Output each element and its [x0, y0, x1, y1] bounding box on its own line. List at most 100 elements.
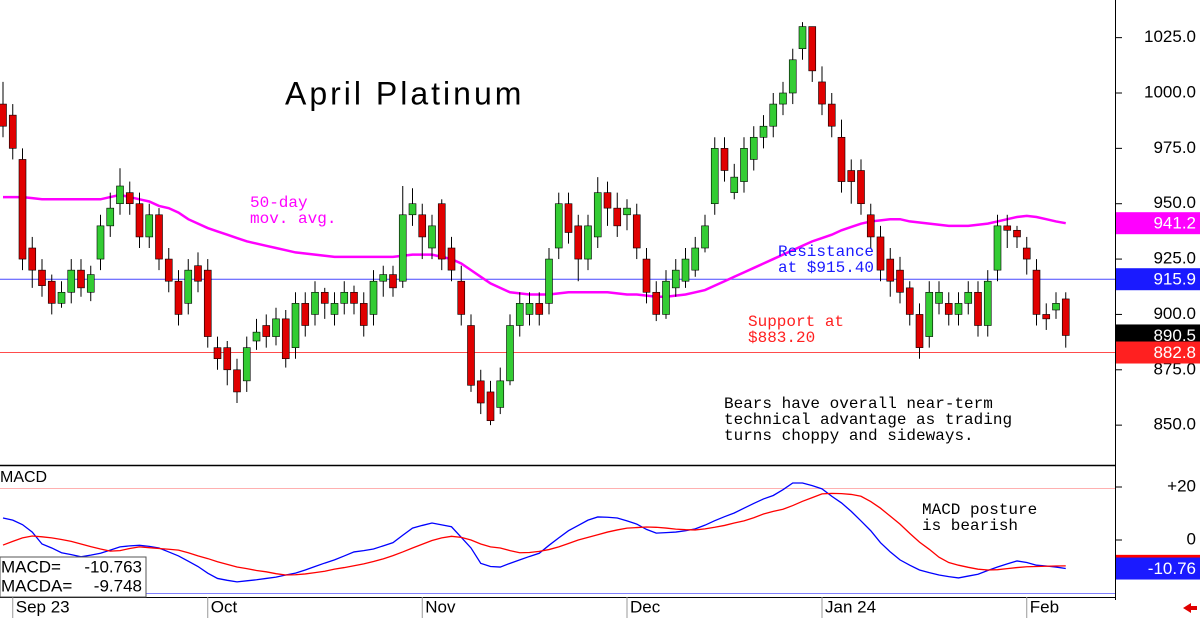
- price-tag-label: 915.9: [1153, 270, 1196, 289]
- candle-body: [8, 114, 17, 149]
- candle-body: [564, 203, 573, 233]
- annotation: Bears have overall near-term: [724, 395, 993, 413]
- candle-body: [818, 81, 826, 105]
- candle-body: [408, 203, 417, 216]
- candle-body: [398, 214, 407, 282]
- y-tick-label: 0: [1187, 529, 1196, 548]
- candle-body: [535, 303, 544, 315]
- candle-body: [847, 170, 856, 182]
- candle-body: [1032, 269, 1041, 315]
- candle-body: [584, 225, 592, 260]
- candle-body: [749, 136, 758, 160]
- candle-body: [496, 380, 505, 408]
- x-tick-label: Nov: [425, 597, 456, 616]
- candle-body: [691, 247, 700, 271]
- candle-body: [262, 325, 271, 337]
- candle-body: [740, 148, 748, 182]
- candle-body: [545, 258, 553, 304]
- candle-body: [476, 380, 485, 404]
- candle-body: [116, 185, 124, 205]
- candle-body: [974, 291, 982, 326]
- candle-body: [593, 192, 602, 238]
- candle-body: [944, 303, 953, 315]
- candle-body: [428, 225, 436, 249]
- price-tag: [1116, 557, 1200, 580]
- price-tag-label: 941.2: [1153, 214, 1196, 233]
- annotation: MACD posture: [922, 501, 1037, 519]
- candle-body: [1061, 298, 1070, 336]
- candle-body: [1013, 229, 1021, 238]
- candle-body: [389, 274, 397, 289]
- candle-body: [515, 303, 524, 326]
- candle-body: [311, 291, 319, 315]
- candle-body: [67, 269, 76, 293]
- candle-body: [194, 265, 202, 282]
- candle-body: [145, 214, 154, 238]
- candle-body: [350, 291, 358, 304]
- readout-label: MACDA=: [1, 576, 72, 595]
- candle-body: [525, 303, 534, 315]
- price-tag-label: -10.76: [1148, 559, 1196, 578]
- x-tick-label: Feb: [1030, 597, 1059, 616]
- annotation: mov. avg.: [250, 210, 336, 228]
- x-tick-label: Oct: [211, 597, 238, 616]
- candle-body: [779, 92, 787, 105]
- y-tick-label: 950.0: [1153, 193, 1196, 212]
- candle-body: [77, 269, 85, 289]
- candle-body: [857, 170, 865, 205]
- candle-body: [993, 225, 1002, 271]
- candle-body: [38, 269, 46, 286]
- price-tag: [1116, 341, 1200, 364]
- candle-body: [983, 280, 992, 326]
- candle-body: [1052, 303, 1060, 311]
- price-tag-label: 890.5: [1153, 326, 1196, 345]
- chart-title: April Platinum: [285, 75, 524, 111]
- candle-body: [203, 269, 212, 337]
- candle-body: [935, 291, 943, 304]
- candle-body: [613, 207, 622, 227]
- candle-body: [1022, 247, 1031, 260]
- candle-body: [164, 258, 173, 282]
- y-tick-label: +20: [1167, 476, 1196, 495]
- candle-body: [291, 303, 300, 348]
- candle-body: [281, 318, 290, 360]
- candle-body: [437, 203, 446, 260]
- candle-body: [915, 314, 924, 348]
- candle-body: [106, 207, 115, 227]
- moving-average: [3, 193, 1066, 298]
- candle-body: [925, 291, 934, 337]
- candle-body: [86, 274, 95, 293]
- candle-body: [759, 125, 768, 138]
- y-tick-label: 1025.0: [1144, 27, 1196, 46]
- candle-body: [554, 203, 563, 249]
- price-tag: [1116, 212, 1200, 235]
- candle-body: [652, 291, 661, 315]
- candle-body: [369, 280, 378, 315]
- candle-body: [1003, 225, 1012, 231]
- readout-value: -10.763: [84, 557, 142, 576]
- candle-body: [174, 280, 183, 315]
- candle-body: [486, 391, 495, 422]
- candle-body: [896, 269, 904, 293]
- panel-title: MACD: [0, 469, 47, 486]
- candle-body: [574, 225, 583, 260]
- candle-body: [272, 318, 280, 337]
- candle-body: [379, 274, 388, 282]
- scroll-arrow[interactable]: [1183, 603, 1197, 613]
- candle-body: [681, 258, 690, 282]
- y-tick-label: 925.0: [1153, 249, 1196, 268]
- readout-box: [0, 556, 147, 598]
- candle-body: [184, 269, 193, 304]
- candle-body: [18, 159, 27, 260]
- candle-body: [964, 291, 973, 304]
- candle-body: [876, 236, 885, 271]
- macd-line: [2, 492, 1066, 576]
- readout-value: -9.748: [94, 576, 142, 595]
- candle-body: [330, 303, 339, 315]
- candle-body: [603, 192, 612, 209]
- annotation: $883.20: [748, 329, 815, 347]
- candle-body: [320, 291, 329, 304]
